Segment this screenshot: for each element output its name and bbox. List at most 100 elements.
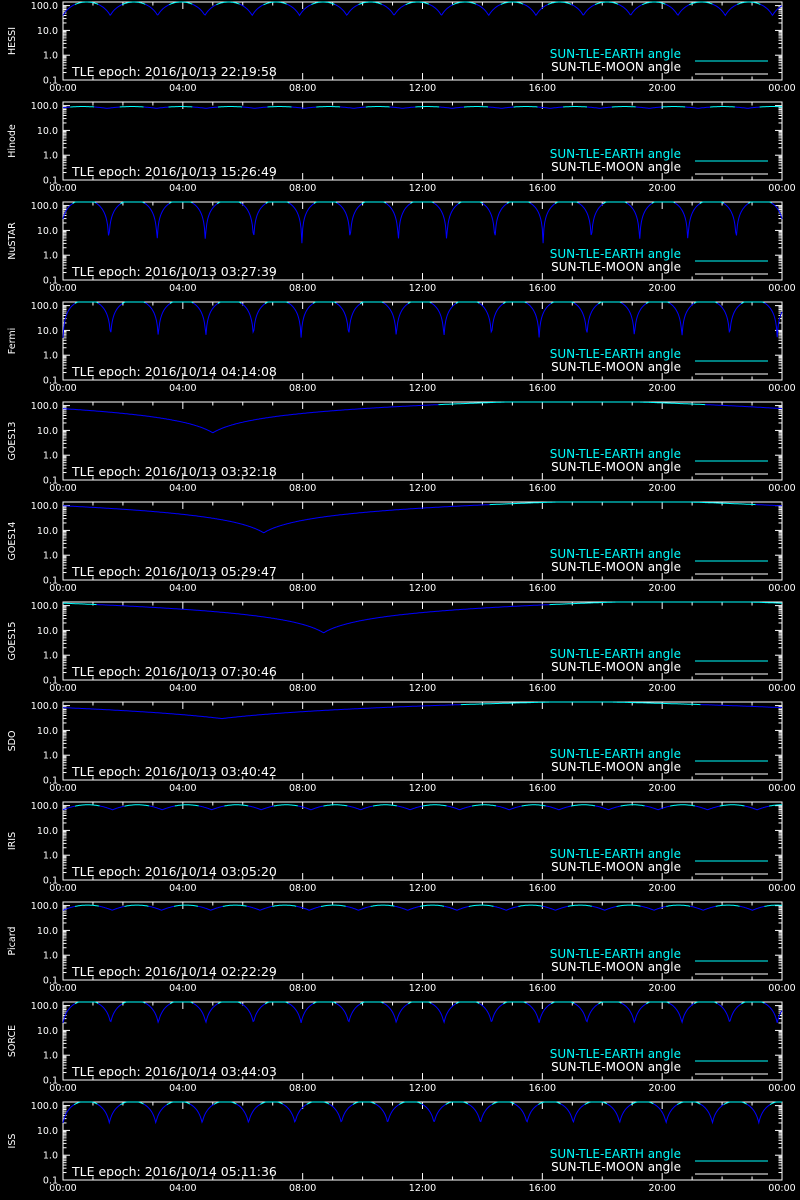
series-earth-angle-line xyxy=(644,805,671,811)
x-tick-label: 16:00 xyxy=(529,83,556,94)
series-earth-angle-line xyxy=(383,1002,409,1024)
x-tick-label: 12:00 xyxy=(409,683,436,694)
panel-hinode: 100.010.01.00.100:00 04:00 08:00 12:00 16:00… xyxy=(7,101,796,194)
series-earth-angle-line xyxy=(491,1101,515,1105)
x-tick-label: 08:00 xyxy=(289,1183,316,1194)
series-earth-angle-line xyxy=(407,1001,432,1005)
x-tick-label: 12:00 xyxy=(409,483,436,494)
series-earth-angle-line xyxy=(282,1103,307,1123)
series-earth-angle-line xyxy=(144,202,170,239)
series-earth-angle-line xyxy=(347,805,374,811)
series-earth-angle-line xyxy=(445,1101,469,1105)
series-earth-angle-line xyxy=(124,904,149,907)
series-earth-angle-line xyxy=(574,1002,599,1023)
series-earth-angle-line xyxy=(537,106,564,109)
x-tick-label: 00:00 xyxy=(49,383,76,394)
series-earth-angle-line xyxy=(478,1003,504,1023)
series-earth-angle-line xyxy=(666,904,691,907)
series-earth-angle-line xyxy=(145,1002,171,1024)
legend-moon-label: SUN-TLE-MOON angle xyxy=(551,660,681,674)
series-earth-angle-line xyxy=(746,1103,771,1125)
series-earth-angle-line xyxy=(62,203,73,220)
y-tick-label: 100.0 xyxy=(31,601,58,612)
x-tick-label: 04:00 xyxy=(169,583,196,594)
series-earth-angle-line xyxy=(240,1003,266,1023)
x-tick-label: 08:00 xyxy=(289,183,316,194)
series-earth-angle-line xyxy=(591,905,617,911)
y-tick-label: 0.1 xyxy=(43,76,58,87)
series-earth-angle-line xyxy=(260,1101,283,1105)
y-axis-label: SORCE xyxy=(7,1025,18,1057)
x-tick-label: 12:00 xyxy=(409,1183,436,1194)
y-tick-label: 10.0 xyxy=(37,1126,58,1137)
series-earth-angle-line xyxy=(475,3,502,17)
series-earth-angle-line xyxy=(169,301,194,304)
x-tick-label: 20:00 xyxy=(648,183,675,194)
series-earth-angle-line xyxy=(618,3,643,16)
x-tick-label: 00:00 xyxy=(768,1183,795,1194)
y-tick-label: 100.0 xyxy=(31,301,58,312)
series-earth-angle-line xyxy=(621,1002,647,1024)
series-earth-angle-line xyxy=(63,504,490,534)
series-earth-angle-line xyxy=(506,201,531,204)
series-earth-angle-line xyxy=(264,1001,289,1005)
series-earth-angle-line xyxy=(665,3,690,16)
legend-earth-label: SUN-TLE-EARTH angle xyxy=(550,47,681,61)
x-tick-label: 08:00 xyxy=(289,883,316,894)
legend-earth-label: SUN-TLE-EARTH angle xyxy=(550,947,681,961)
series-earth-angle-line xyxy=(224,804,249,807)
series-earth-angle-line xyxy=(693,301,718,304)
y-tick-label: 10.0 xyxy=(37,26,58,37)
x-tick-label: 00:00 xyxy=(49,983,76,994)
series-earth-angle-line xyxy=(394,905,421,911)
y-tick-label: 1.0 xyxy=(43,1051,58,1062)
series-earth-angle-line xyxy=(407,301,432,305)
y-tick-label: 0.1 xyxy=(43,476,58,487)
series-earth-angle-line xyxy=(192,202,218,239)
series-earth-angle-line xyxy=(578,202,604,236)
y-tick-label: 100.0 xyxy=(31,101,58,112)
series-earth-angle-line xyxy=(70,106,95,108)
series-earth-angle-line xyxy=(189,1103,215,1124)
series-earth-angle-line xyxy=(428,3,454,16)
y-tick-label: 0.1 xyxy=(43,1076,58,1087)
series-earth-angle-line xyxy=(734,106,760,109)
series-earth-angle-line xyxy=(444,905,469,911)
series-earth-angle-line xyxy=(715,904,740,907)
series-earth-angle-line xyxy=(74,804,100,807)
x-tick-label: 08:00 xyxy=(289,783,316,794)
series-earth-angle-line xyxy=(489,501,756,506)
x-tick-label: 00:00 xyxy=(49,1183,76,1194)
series-earth-angle-line xyxy=(192,106,219,109)
series-earth-angle-line xyxy=(670,804,696,807)
series-earth-angle-line xyxy=(217,301,242,304)
x-tick-label: 16:00 xyxy=(529,483,556,494)
series-earth-angle-line xyxy=(124,804,150,807)
series-earth-angle-line xyxy=(502,1001,527,1005)
x-tick-label: 00:00 xyxy=(768,783,795,794)
series-earth-angle-line xyxy=(431,1002,457,1025)
tle-epoch-text: TLE epoch: 2016/10/14 05:11:36 xyxy=(71,1164,277,1179)
x-tick-label: 04:00 xyxy=(169,483,196,494)
x-tick-label: 00:00 xyxy=(768,83,795,94)
legend-earth-label: SUN-TLE-EARTH angle xyxy=(550,147,681,161)
series-earth-angle-line xyxy=(500,1,524,5)
y-axis-label: NuSTAR xyxy=(7,222,18,260)
legend-earth-label: SUN-TLE-EARTH angle xyxy=(550,1147,681,1161)
series-earth-angle-line xyxy=(96,604,550,634)
series-earth-angle-line xyxy=(97,1103,121,1125)
series-earth-angle-line xyxy=(222,904,247,907)
series-earth-angle-line xyxy=(685,106,711,109)
series-earth-angle-line xyxy=(62,704,461,720)
series-earth-angle-line xyxy=(352,1101,376,1105)
series-earth-angle-line xyxy=(340,106,366,109)
series-earth-angle-line xyxy=(455,1001,480,1005)
series-earth-angle-line xyxy=(594,805,621,811)
y-tick-label: 10.0 xyxy=(37,326,58,337)
y-tick-label: 0.1 xyxy=(43,176,58,187)
series-earth-angle-line xyxy=(760,3,783,17)
series-earth-angle-line xyxy=(166,1101,191,1106)
series-earth-angle-line xyxy=(626,202,653,239)
legend-earth-label: SUN-TLE-EARTH angle xyxy=(550,1047,681,1061)
x-tick-label: 20:00 xyxy=(648,883,675,894)
